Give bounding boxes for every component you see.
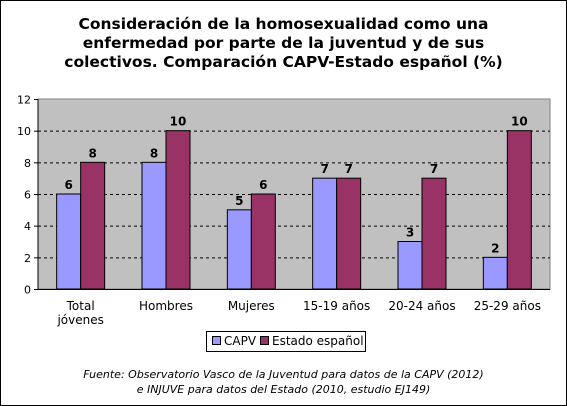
bar [250,193,276,290]
data-label: 6 [64,178,72,192]
bar [312,177,338,290]
data-label: 8 [88,146,96,160]
legend-label-estado: Estado español [272,334,364,348]
data-label: 8 [150,146,158,160]
y-tick-label: 6 [24,189,31,202]
legend-swatch-capv [212,336,221,345]
bar [336,177,362,290]
data-label: 7 [344,162,352,176]
y-tick-label: 8 [24,157,31,170]
legend-label-capv: CAPV [224,334,257,348]
chart-source-note: Fuente: Observatorio Vasco de la Juventu… [41,367,526,397]
data-label: 5 [235,194,243,208]
data-label: 7 [430,162,438,176]
x-tick-label: 25-29 años [474,299,541,313]
bar [421,177,447,290]
chart-title-line: Consideración de la homosexualidad como … [78,15,489,33]
legend-swatch-estado [260,336,269,345]
legend-item-capv: CAPV [212,332,256,351]
y-tick-label: 4 [24,220,31,233]
legend-item-estado: Estado español [260,332,364,351]
y-tick-label: 12 [17,94,31,107]
x-tick-label: 15-19 años [303,299,370,313]
bar [56,193,82,290]
bar [397,241,423,290]
x-tick-label: Total [66,299,95,313]
bar [506,130,532,290]
data-label: 7 [320,162,328,176]
y-tick-label: 2 [24,252,31,265]
bar [482,256,508,290]
data-label: 10 [511,115,528,129]
chart-legend: CAPV Estado español [206,331,366,352]
bar [141,161,167,290]
source-line: e INJUVE para datos del Estado (2010, es… [136,383,431,396]
y-tick-label: 0 [24,284,31,297]
data-label: 3 [406,226,414,240]
chart-title-line: colectivos. Comparación CAPV-Estado espa… [64,53,503,71]
x-tick-label: jóvenes [56,313,103,327]
x-tick-label: Mujeres [228,299,275,313]
source-line: Fuente: Observatorio Vasco de la Juventu… [83,368,484,381]
bar [226,209,252,290]
x-tick-label: Hombres [139,299,193,313]
plot-area [37,98,551,290]
data-label: 2 [491,241,499,255]
y-tick-label: 10 [17,125,31,138]
bar [165,130,191,290]
bar [80,161,106,290]
chart-title-line: enfermedad por parte de la juventud y de… [82,34,485,52]
x-tick-label: 20-24 años [388,299,455,313]
data-label: 10 [170,115,187,129]
data-label: 6 [259,178,267,192]
chart-title: Consideración de la homosexualidad como … [41,15,526,72]
